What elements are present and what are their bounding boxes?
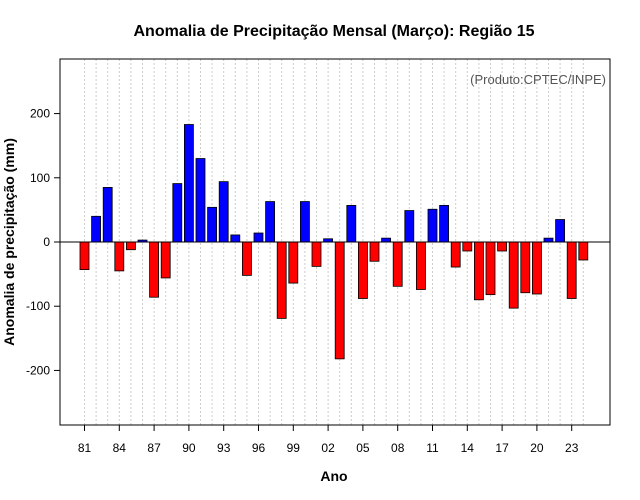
x-tick-label: 93 <box>217 441 231 455</box>
x-tick-label: 17 <box>495 441 509 455</box>
bar-1985 <box>126 241 136 251</box>
bar-1990 <box>183 124 194 243</box>
x-tick-label: 96 <box>252 441 266 455</box>
grid-lines <box>84 59 584 425</box>
y-tick-label: -100 <box>26 299 50 313</box>
x-tick-label: 84 <box>113 441 127 455</box>
x-tick-label: 23 <box>565 441 579 455</box>
x-tick-label: 08 <box>391 441 405 455</box>
x-tick-label: 87 <box>147 441 161 455</box>
bar-2024 <box>578 241 589 261</box>
bar-1996 <box>253 232 264 243</box>
chart-title: Anomalia de Precipitação Mensal (Março):… <box>133 23 534 40</box>
bar-2020 <box>532 241 542 295</box>
x-tick-label: 02 <box>321 441 335 455</box>
y-tick-label: -200 <box>26 363 50 377</box>
x-tick-label: 90 <box>182 441 196 455</box>
x-tick-label: 11 <box>426 441 439 455</box>
bar-1989 <box>172 183 183 243</box>
bar-2003 <box>334 241 345 360</box>
bar-2016 <box>485 241 496 296</box>
bar-2011 <box>427 208 438 243</box>
bar-2007 <box>381 237 392 243</box>
bar-1983 <box>102 187 113 243</box>
bar-2005 <box>357 241 368 299</box>
bar-2012 <box>439 204 450 243</box>
bar-2004 <box>346 204 357 243</box>
bar-1988 <box>160 241 171 279</box>
y-tick-label: 200 <box>30 107 50 121</box>
bar-2017 <box>497 241 508 252</box>
x-axis: 81 84 87 90 93 96 99 02 05 08 11 14 17 20 23 <box>78 425 579 455</box>
bar-2021 <box>543 237 554 243</box>
x-tick-label: 05 <box>356 441 370 455</box>
y-axis-label: Anomalia de precipitação (mm) <box>1 138 17 346</box>
bar-1994 <box>230 234 241 243</box>
bar-2006 <box>369 241 380 262</box>
bar-1982 <box>91 215 101 243</box>
bar-1992 <box>207 206 218 243</box>
x-axis-label: Ano <box>320 468 347 484</box>
bar-2014 <box>462 241 473 252</box>
bars <box>79 124 589 360</box>
bar-1984 <box>114 241 125 272</box>
bar-2023 <box>566 241 577 299</box>
bar-1991 <box>195 158 206 243</box>
bar-1997 <box>265 201 276 243</box>
bar-2000 <box>299 201 310 243</box>
x-tick-label: 20 <box>530 441 544 455</box>
bar-2009 <box>404 210 415 243</box>
bar-1993 <box>218 181 229 243</box>
bar-2018 <box>508 241 519 309</box>
bar-1987 <box>149 241 160 298</box>
bar-2001 <box>311 241 322 267</box>
y-tick-label: 100 <box>30 171 50 185</box>
bar-2010 <box>415 241 426 290</box>
x-tick-label: 14 <box>461 441 475 455</box>
bar-2022 <box>555 219 565 243</box>
x-tick-label: 99 <box>287 441 301 455</box>
bar-2015 <box>473 241 484 301</box>
x-tick-label: 81 <box>78 441 92 455</box>
y-tick-label: 0 <box>43 235 50 249</box>
bar-1998 <box>276 241 287 319</box>
bar-1999 <box>288 241 299 284</box>
bar-2019 <box>520 241 531 294</box>
bar-2008 <box>392 241 403 287</box>
bar-1995 <box>241 241 252 276</box>
bar-2013 <box>450 241 461 268</box>
bar-1981 <box>79 241 90 271</box>
credit-annotation: (Produto:CPTEC/INPE) <box>470 72 606 87</box>
y-axis: -200 -100 0 100 200 <box>26 107 60 377</box>
